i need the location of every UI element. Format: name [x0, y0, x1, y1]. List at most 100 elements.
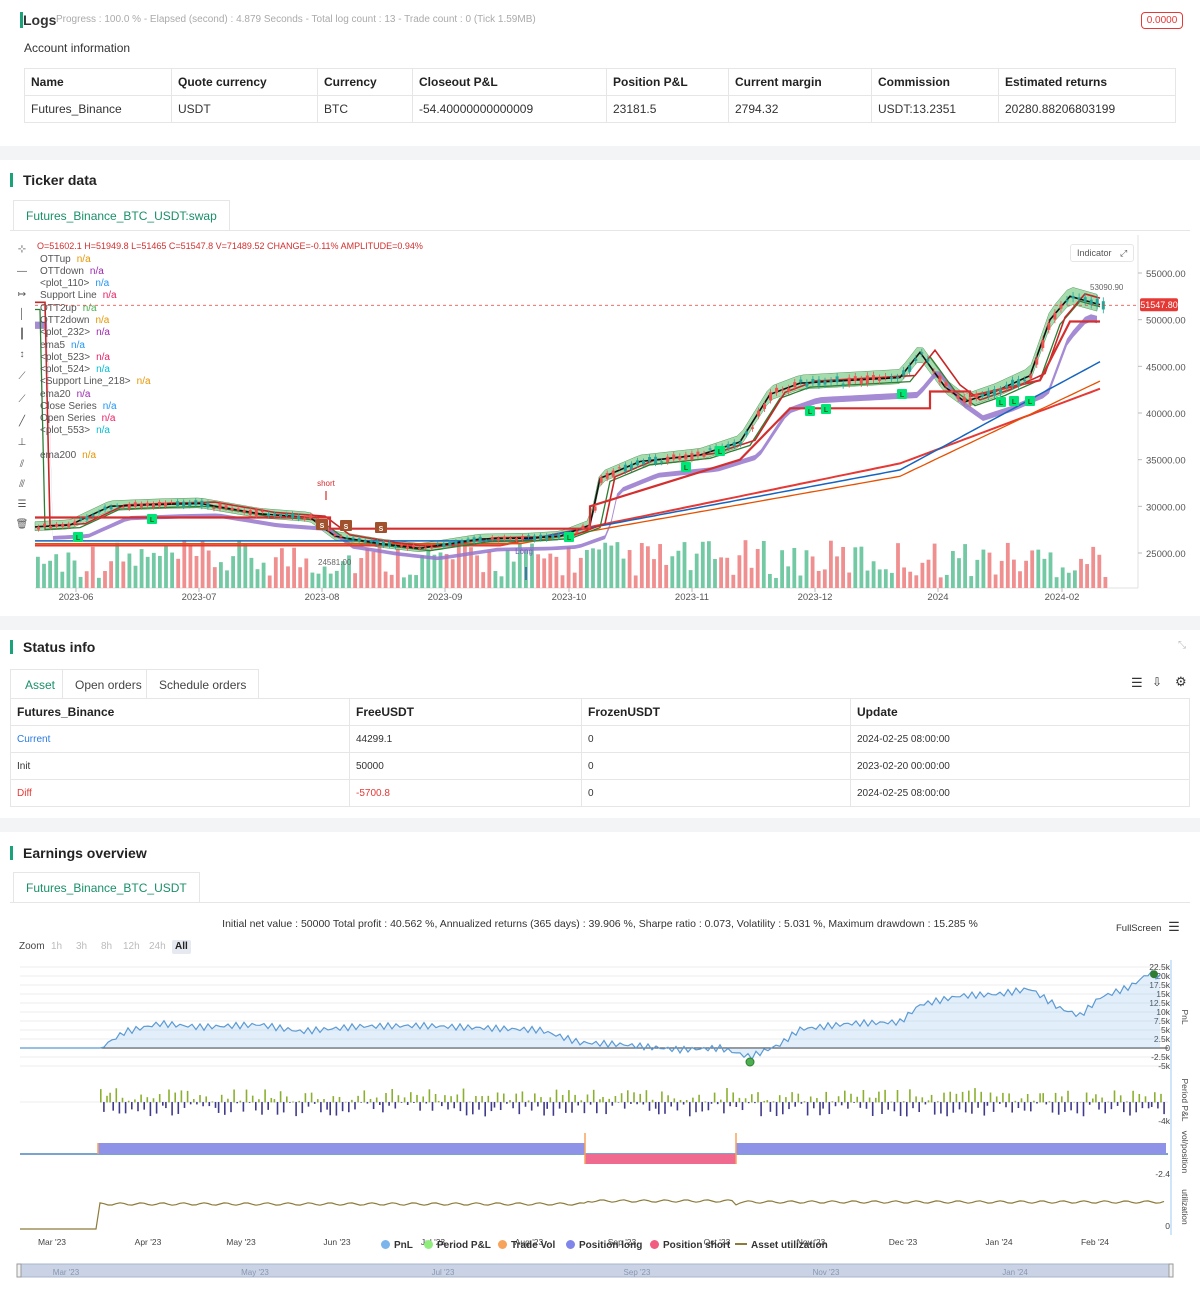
candle-body — [981, 394, 984, 396]
legend-item[interactable]: ema200 n/a — [40, 450, 96, 462]
legend-item[interactable]: <plot_232> n/a — [40, 327, 110, 339]
legend-item[interactable]: Open Series n/a — [40, 413, 116, 425]
candle-body — [969, 398, 972, 405]
legend-dot — [650, 1240, 659, 1249]
collapse-icon[interactable]: ⤡ — [1178, 640, 1186, 651]
candle-body — [1023, 380, 1026, 381]
gear-icon[interactable]: ⚙ — [1175, 674, 1187, 690]
zoom-3h[interactable]: 3h — [73, 940, 90, 954]
tab-asset[interactable]: Asset — [10, 669, 70, 699]
legend-item[interactable]: ema5 n/a — [40, 340, 85, 352]
candle-body — [110, 507, 113, 510]
asset-free: 44299.1 — [350, 726, 582, 753]
account-cell: 2794.32 — [729, 96, 872, 123]
candle-body — [279, 515, 282, 517]
legend-item[interactable]: Close Series n/a — [40, 401, 117, 413]
zoom-12h[interactable]: 12h — [120, 940, 143, 954]
candle-body — [303, 518, 306, 520]
candle-body — [975, 394, 978, 398]
legend-period-pnl[interactable]: Period P&L — [424, 1240, 491, 1251]
legend-item[interactable]: <plot_523> n/a — [40, 352, 110, 364]
legend-item[interactable]: OTTup n/a — [40, 254, 91, 266]
download-icon[interactable]: ⇩ — [1152, 675, 1162, 689]
account-header: Estimated returns — [999, 69, 1176, 96]
candle-body — [836, 376, 839, 382]
legend-position-long[interactable]: Position long — [566, 1240, 642, 1251]
volume-bar — [1097, 555, 1101, 588]
tab-schedule-orders[interactable]: Schedule orders — [146, 669, 259, 699]
long-marker-label: L — [824, 407, 829, 414]
volume-bar — [372, 552, 376, 588]
legend-name: OTT2up — [40, 303, 77, 314]
candle-body — [533, 536, 536, 541]
legend-pnl[interactable]: PnL — [381, 1240, 413, 1251]
volume-bar — [225, 570, 229, 588]
volume-bar — [719, 557, 723, 588]
volume-bar — [268, 576, 272, 588]
candle-body — [430, 547, 433, 549]
volume-bar — [512, 562, 516, 588]
legend-value: n/a — [96, 327, 110, 338]
account-header: Name — [25, 69, 172, 96]
legend-item[interactable]: OTT2down n/a — [40, 315, 109, 327]
legend-item[interactable]: OTTdown n/a — [40, 266, 104, 278]
zoom-all[interactable]: All — [172, 940, 191, 954]
volume-bar — [689, 570, 693, 588]
legend-position-short[interactable]: Position short — [650, 1240, 730, 1251]
legend-asset-utilization[interactable]: Asset utilization — [735, 1240, 828, 1251]
menu-icon[interactable]: ☰ — [1131, 675, 1143, 691]
volume-bar — [414, 575, 418, 588]
zoom-24h[interactable]: 24h — [146, 940, 169, 954]
zoom-8h[interactable]: 8h — [98, 940, 115, 954]
candle-body — [128, 504, 131, 509]
menu-icon[interactable]: ☰ — [1168, 919, 1180, 934]
account-cell: 23181.5 — [607, 96, 729, 123]
volume-bar — [195, 556, 199, 588]
ticker-panel: Ticker data Futures_Binance_BTC_USDT:swa… — [0, 160, 1200, 616]
volume-bar — [603, 543, 607, 588]
candle-body — [860, 379, 863, 384]
legend-trade-vol[interactable]: Trade Vol — [498, 1240, 555, 1251]
earnings-panel: Earnings overview Futures_Binance_BTC_US… — [0, 832, 1200, 1297]
volume-bar — [561, 575, 565, 588]
fullscreen-button[interactable]: FullScreen ☰ — [1116, 919, 1180, 935]
tab-earnings-symbol[interactable]: Futures_Binance_BTC_USDT — [13, 872, 200, 902]
candle-body — [527, 535, 530, 536]
candle-body — [91, 515, 94, 517]
legend-item[interactable]: <plot_553> n/a — [40, 425, 110, 437]
logs-status-text: Progress : 100.0 % - Elapsed (second) : … — [56, 14, 536, 25]
candle-body — [158, 502, 161, 506]
logs-panel: Logs Progress : 100.0 % - Elapsed (secon… — [0, 0, 1200, 146]
legend-item[interactable]: <plot_110> n/a — [40, 278, 109, 290]
volume-bar — [109, 561, 113, 588]
legend-item[interactable]: <plot_524> n/a — [40, 364, 110, 376]
legend-item[interactable]: Support Line n/a — [40, 290, 117, 302]
volume-bar — [408, 575, 412, 588]
volume-bar — [121, 562, 125, 588]
volume-bar — [292, 548, 296, 588]
volume-bar — [140, 549, 144, 588]
legend-name: OTTup — [40, 254, 71, 265]
volume-bar — [1012, 560, 1016, 588]
volume-bar — [1055, 577, 1059, 588]
last-price-label: 51547.80 — [1140, 300, 1178, 310]
volume-bar — [286, 566, 290, 588]
volume-bar — [164, 545, 168, 588]
legend-item[interactable]: ema20 n/a — [40, 389, 90, 401]
legend-item[interactable]: <Support Line_218> n/a — [40, 376, 151, 388]
long-marker-label: L — [150, 517, 155, 524]
candle-body — [957, 395, 960, 399]
price-chart[interactable]: 55000.00 50000.00 45000.00 40000.00 35000.00… — [0, 160, 1200, 616]
candle-body — [751, 427, 754, 429]
candle-body — [352, 538, 355, 540]
tab-open-orders[interactable]: Open orders — [62, 669, 155, 699]
zoom-1h[interactable]: 1h — [48, 940, 65, 954]
legend-value: n/a — [95, 278, 109, 289]
candle-body — [376, 541, 379, 545]
legend-item[interactable]: OTT2up n/a — [40, 303, 97, 315]
candle-body — [188, 502, 191, 506]
candle-body — [1005, 385, 1008, 388]
volume-bar — [829, 541, 833, 588]
asset-row-label: Init — [11, 753, 350, 780]
candle-body — [473, 537, 476, 542]
